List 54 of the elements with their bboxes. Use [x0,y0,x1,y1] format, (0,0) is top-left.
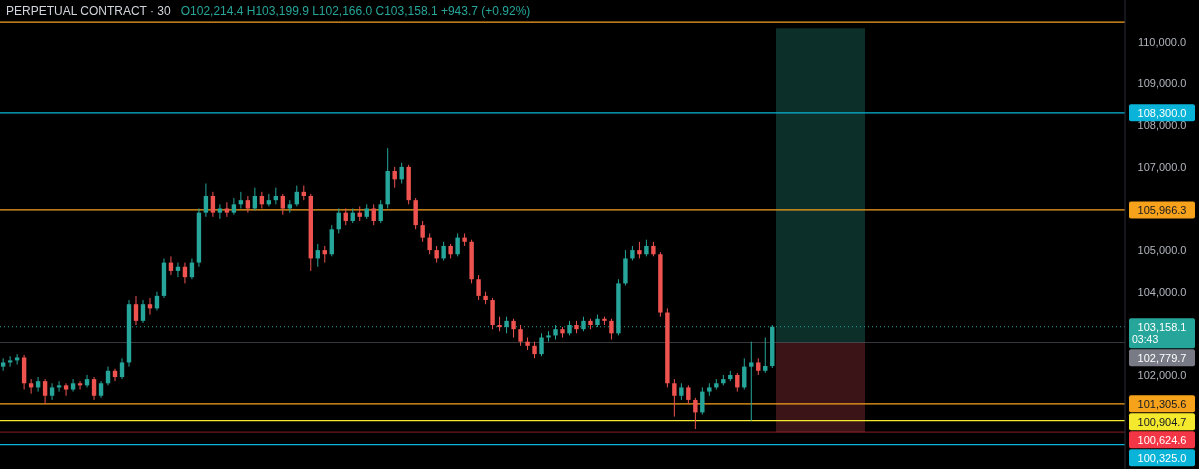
ref-line-label: 101,305.6 [1137,397,1187,410]
ref-line-label: 108,300.0 [1137,106,1187,119]
candlestick [455,232,460,257]
candlestick [539,332,544,357]
candlestick [518,324,523,347]
text: 03:43 [1132,333,1159,346]
candlestick [91,376,97,401]
ref-line-label: 103,158.1 [1137,320,1187,333]
candlestick [133,295,139,326]
candlestick [224,201,230,218]
candlestick [63,382,69,397]
y-tick-label: 107,000.0 [1137,160,1187,173]
candlestick [0,357,6,372]
candlestick [441,241,446,262]
candlestick [686,384,691,405]
ref-line-label: 105,966.3 [1137,203,1187,216]
ref-line-label: 100,624.6 [1137,433,1187,446]
ref-line-label: 102,779.7 [1137,351,1187,364]
ref-line-label: 100,325.0 [1137,451,1187,464]
candlestick [42,378,48,405]
candlestick [14,353,20,366]
candlestick [546,330,551,343]
candlestick [392,166,397,189]
candlestick [749,341,754,422]
y-tick-label: 105,000.0 [1137,243,1187,256]
candlestick [371,203,376,226]
candlestick [399,162,404,185]
candlestick [693,397,698,430]
y-tick-label: 109,000.0 [1137,77,1187,90]
chart-title: PERPETUAL CONTRACT · 30 [6,4,172,18]
candlestick [231,197,237,216]
candlestick [476,274,481,301]
candlestick [203,183,209,218]
y-tick-label: 108,000.0 [1137,119,1187,132]
candlestick [427,232,432,255]
candlestick [217,203,223,220]
candlestick [140,299,146,324]
candlestick [700,386,705,415]
candlestick [119,357,125,380]
candlestick [511,318,516,338]
candlestick [49,382,55,401]
chart-subtitle: O102,214.4 H103,199.9 L102,166.0 C103,158.1 +943.7 (+0.92%) [180,4,531,18]
candlestick [763,337,768,374]
y-tick-label: 110,000.0 [1137,35,1187,48]
candlestick [609,318,614,341]
candlestick [735,372,740,393]
ref-line-label: 100,904.7 [1137,415,1187,428]
y-tick-label: 102,000.0 [1137,368,1187,381]
candlestick [378,199,383,224]
candlestick [70,378,76,393]
candlestick [672,378,677,418]
y-tick-label: 104,000.0 [1137,285,1187,298]
candlestick [210,191,216,218]
candlestick [420,220,425,243]
